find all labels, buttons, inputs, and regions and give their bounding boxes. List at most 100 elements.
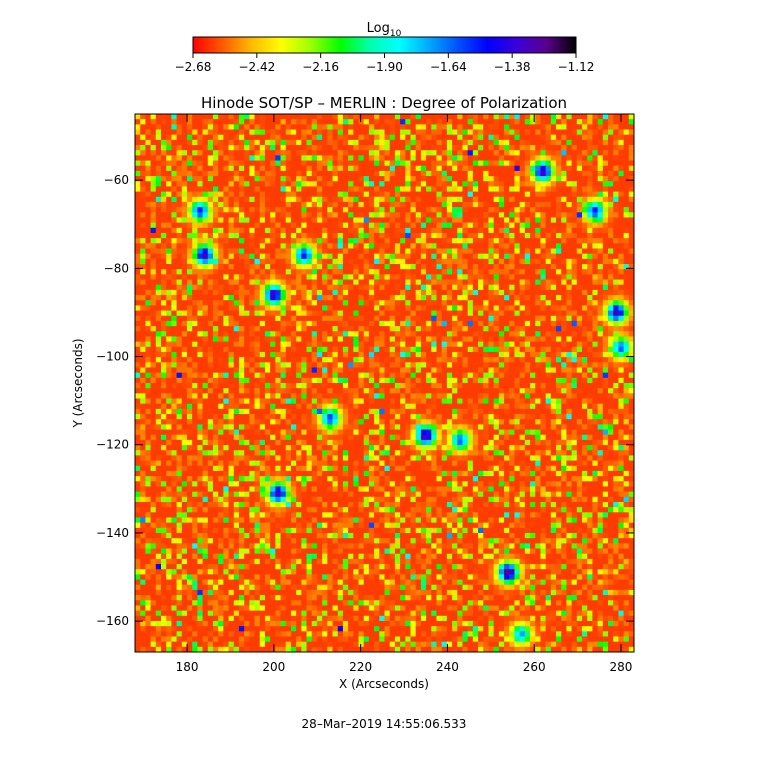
heatmap-cell — [472, 129, 479, 136]
heatmap-cell — [233, 346, 240, 353]
heatmap-cell — [608, 227, 614, 234]
heatmap-cell — [176, 269, 183, 275]
heatmap-cell — [368, 227, 375, 234]
heatmap-cell — [363, 176, 370, 182]
heatmap-cell — [322, 377, 328, 384]
heatmap-cell — [296, 160, 302, 167]
heatmap-cell — [270, 367, 276, 374]
heatmap-cell — [519, 170, 526, 177]
heatmap-cell — [483, 326, 490, 332]
heatmap-cell — [259, 331, 266, 338]
heatmap-cell — [602, 217, 609, 224]
heatmap-cell — [566, 124, 573, 131]
heatmap-cell — [135, 253, 141, 260]
heatmap-cell — [244, 295, 250, 301]
heatmap-cell — [368, 145, 375, 151]
heatmap-cell — [462, 134, 469, 141]
heatmap-cell — [618, 279, 625, 286]
heatmap-cell — [332, 145, 339, 151]
heatmap-cell — [519, 134, 526, 141]
heatmap-cell — [436, 258, 443, 265]
heatmap-cell — [628, 346, 634, 353]
heatmap-cell — [249, 196, 256, 203]
heatmap-cell — [457, 264, 464, 270]
heatmap-cell — [290, 160, 297, 167]
heatmap-cell — [597, 139, 604, 146]
heatmap-cell — [405, 351, 412, 358]
heatmap-cell — [441, 196, 448, 203]
heatmap-cell — [176, 191, 183, 198]
heatmap-cell — [218, 346, 224, 353]
heatmap-cell — [363, 289, 370, 296]
heatmap-cell — [384, 165, 391, 172]
heatmap-cell — [285, 336, 292, 343]
heatmap-cell — [535, 160, 542, 167]
heatmap-cell — [618, 331, 625, 338]
heatmap-cell — [228, 160, 235, 167]
heatmap-cell — [145, 227, 152, 234]
heatmap-cell — [285, 243, 292, 250]
heatmap-cell — [535, 248, 542, 255]
heatmap-cell — [550, 243, 557, 250]
heatmap-cell — [186, 124, 193, 131]
heatmap-cell — [566, 196, 573, 203]
heatmap-cell — [327, 362, 334, 369]
heatmap-cell — [207, 114, 214, 120]
heatmap-cell — [472, 155, 479, 162]
heatmap-cell — [446, 315, 453, 322]
heatmap-cell — [332, 253, 339, 260]
heatmap-cell — [384, 119, 391, 125]
heatmap-cell — [519, 145, 526, 151]
heatmap-cell — [160, 253, 167, 260]
heatmap-cell — [150, 191, 157, 198]
heatmap-cell — [228, 186, 235, 193]
heatmap-cell — [301, 196, 308, 203]
heatmap-cell — [618, 351, 625, 358]
heatmap-cell — [275, 269, 282, 275]
heatmap-cell — [296, 181, 302, 188]
heatmap-cell — [353, 129, 360, 136]
heatmap-cell — [535, 207, 542, 213]
heatmap-cell — [389, 367, 396, 374]
heatmap-cell — [150, 217, 157, 224]
heatmap-cell — [478, 362, 484, 369]
heatmap-cell — [420, 264, 427, 270]
heatmap-cell — [264, 196, 271, 203]
heatmap-cell — [561, 176, 568, 182]
heatmap-cell — [426, 341, 432, 348]
heatmap-cell — [176, 155, 183, 162]
heatmap-cell — [426, 160, 432, 167]
heatmap-cell — [582, 186, 588, 193]
heatmap-cell — [441, 134, 448, 141]
heatmap-cell — [223, 315, 230, 322]
heatmap-cell — [389, 217, 396, 224]
heatmap-cell — [394, 232, 401, 239]
heatmap-cell — [431, 165, 438, 172]
heatmap-cell — [524, 124, 531, 131]
heatmap-cell — [275, 134, 282, 141]
heatmap-cell — [441, 253, 448, 260]
heatmap-cell — [327, 176, 334, 182]
heatmap-cell — [140, 139, 146, 146]
heatmap-cell — [280, 305, 287, 312]
heatmap-cell — [155, 191, 162, 198]
heatmap-cell — [410, 212, 417, 219]
heatmap-cell — [452, 227, 458, 234]
heatmap-cell — [420, 284, 427, 291]
heatmap-cell — [166, 201, 172, 208]
heatmap-cell — [498, 160, 505, 167]
heatmap-cell — [582, 295, 588, 301]
heatmap-cell — [628, 284, 634, 291]
heatmap-cell — [608, 119, 614, 125]
heatmap-cell — [602, 315, 609, 322]
heatmap-cell — [202, 331, 209, 338]
heatmap-cell — [368, 351, 375, 358]
heatmap-cell — [244, 377, 250, 384]
heatmap-cell — [379, 176, 386, 182]
heatmap-cell — [296, 129, 302, 136]
heatmap-cell — [410, 284, 417, 291]
heatmap-cell — [280, 336, 287, 343]
heatmap-cell — [602, 114, 609, 120]
heatmap-cell — [176, 176, 183, 182]
